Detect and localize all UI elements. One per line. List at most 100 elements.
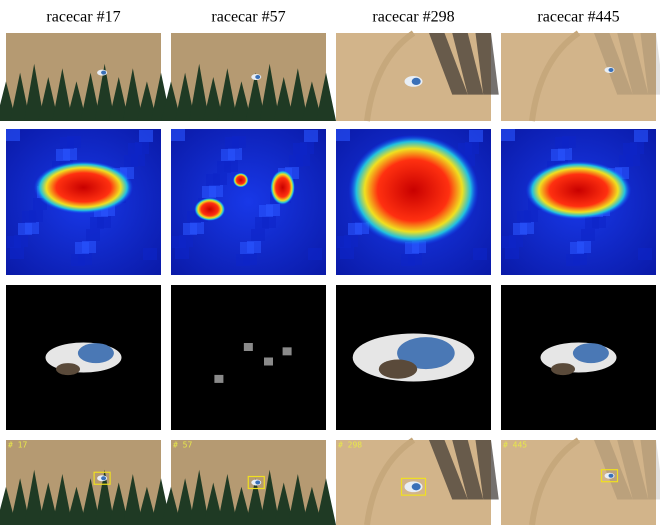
- heatmap-cell: [255, 217, 269, 229]
- heat-blob: [34, 161, 133, 214]
- frame-label: # 445: [503, 441, 527, 450]
- car-stripe: [412, 483, 421, 490]
- segment-patch: [244, 343, 253, 351]
- heatmap-cell: [206, 174, 220, 186]
- heatmap-cell: [501, 129, 515, 141]
- heatmap-cell: [505, 247, 519, 259]
- heat-blob: [194, 198, 225, 221]
- heatmap-image: [501, 129, 656, 275]
- car-stripe: [255, 481, 260, 485]
- car-stripe: [101, 476, 106, 480]
- column: racecar #445 # 445: [501, 9, 660, 525]
- heatmap-cell: [513, 223, 527, 235]
- heatmap-cell: [638, 248, 652, 260]
- segment-patch: [214, 375, 223, 383]
- column: racecar #298 # 298: [336, 9, 499, 525]
- heatmap-cell: [221, 149, 235, 161]
- heatmap-cell: [183, 223, 197, 235]
- heat-blob: [526, 161, 631, 219]
- heatmap-cell: [293, 143, 307, 155]
- heatmap-cell: [469, 130, 483, 142]
- tracked-frame-image: # 57: [161, 440, 336, 525]
- heatmap-cell: [202, 186, 216, 198]
- heatmap-cell: [139, 130, 153, 142]
- frame-label: # 17: [8, 441, 27, 450]
- heatmap-cell: [71, 254, 85, 266]
- heatmap-cell: [473, 248, 487, 260]
- car-stripe: [255, 75, 260, 79]
- column-title: racecar #298: [372, 9, 454, 26]
- segment-stripe: [78, 343, 114, 363]
- heatmap-cell: [175, 247, 189, 259]
- heat-blob: [270, 170, 295, 205]
- heat-blob: [348, 135, 478, 246]
- frame-image: [0, 33, 171, 121]
- column: racecar #17 # 17: [0, 9, 171, 525]
- heatmap-cell: [623, 143, 637, 155]
- heatmap-cell: [124, 155, 138, 167]
- heatmap-image: [6, 129, 161, 275]
- heatmap-cell: [6, 129, 20, 141]
- tracked-frame-image: # 445: [501, 440, 660, 525]
- segment-patch: [283, 347, 292, 355]
- heatmap-cell: [555, 137, 569, 149]
- frame-label: # 57: [173, 441, 192, 450]
- car-stripe: [609, 68, 614, 72]
- heatmap-cell: [340, 247, 354, 259]
- heatmap-cell: [10, 247, 24, 259]
- segmentation-image: [336, 285, 491, 430]
- heatmap-cell: [634, 130, 648, 142]
- heatmap-cell: [172, 236, 186, 248]
- segmentation-image: [501, 285, 656, 430]
- column-title: racecar #57: [211, 9, 285, 26]
- heatmap-cell: [581, 229, 595, 241]
- figure: racecar #17 # 17 racecar #57 # 57 racecar #2…: [0, 0, 660, 525]
- car-stripe: [412, 78, 421, 85]
- heatmap-cell: [217, 161, 231, 173]
- heatmap-cell: [517, 211, 531, 223]
- heatmap-cell: [240, 242, 254, 254]
- column-title: racecar #445: [537, 9, 619, 26]
- segment-patch: [264, 358, 273, 366]
- heatmap-cell: [143, 248, 157, 260]
- heatmap-cell: [18, 223, 32, 235]
- heatmap-cell: [251, 229, 265, 241]
- car-stripe: [101, 71, 106, 75]
- heatmap-cell: [401, 254, 415, 266]
- heatmap-cell: [551, 149, 565, 161]
- heatmap-cell: [75, 242, 89, 254]
- heatmap-cell: [308, 248, 322, 260]
- segment-shadow: [551, 363, 575, 375]
- segment-bg: [171, 285, 326, 430]
- car-stripe: [609, 474, 614, 478]
- heatmap-cell: [60, 137, 74, 149]
- segment-stripe: [573, 343, 609, 363]
- heatmap-cell: [236, 254, 250, 266]
- segment-shadow: [56, 363, 80, 375]
- frame-image: [161, 33, 336, 121]
- heatmap-cell: [570, 242, 584, 254]
- tracked-frame-image: # 298: [336, 440, 499, 525]
- heatmap-cell: [337, 236, 351, 248]
- heatmap-cell: [259, 205, 273, 217]
- tracked-frame-image: # 17: [0, 440, 171, 525]
- segmentation-image: [6, 285, 161, 430]
- heatmap-image: [171, 129, 326, 275]
- heatmap-cell: [22, 211, 36, 223]
- frame-image: [501, 33, 660, 121]
- column-title: racecar #17: [46, 9, 120, 26]
- frame-label: # 298: [338, 441, 362, 450]
- heatmap-cell: [128, 143, 142, 155]
- heatmap-cell: [171, 129, 185, 141]
- column: racecar #57 # 57: [161, 9, 336, 525]
- heatmap-image: [336, 129, 491, 275]
- heatmap-cell: [304, 130, 318, 142]
- heatmap-cell: [56, 149, 70, 161]
- heatmap-cell: [566, 254, 580, 266]
- heat-blob: [233, 173, 249, 188]
- heatmap-cell: [90, 217, 104, 229]
- heatmap-cell: [336, 129, 350, 141]
- frame-image: [336, 33, 499, 121]
- heatmap-cell: [348, 223, 362, 235]
- heatmap-cell: [7, 236, 21, 248]
